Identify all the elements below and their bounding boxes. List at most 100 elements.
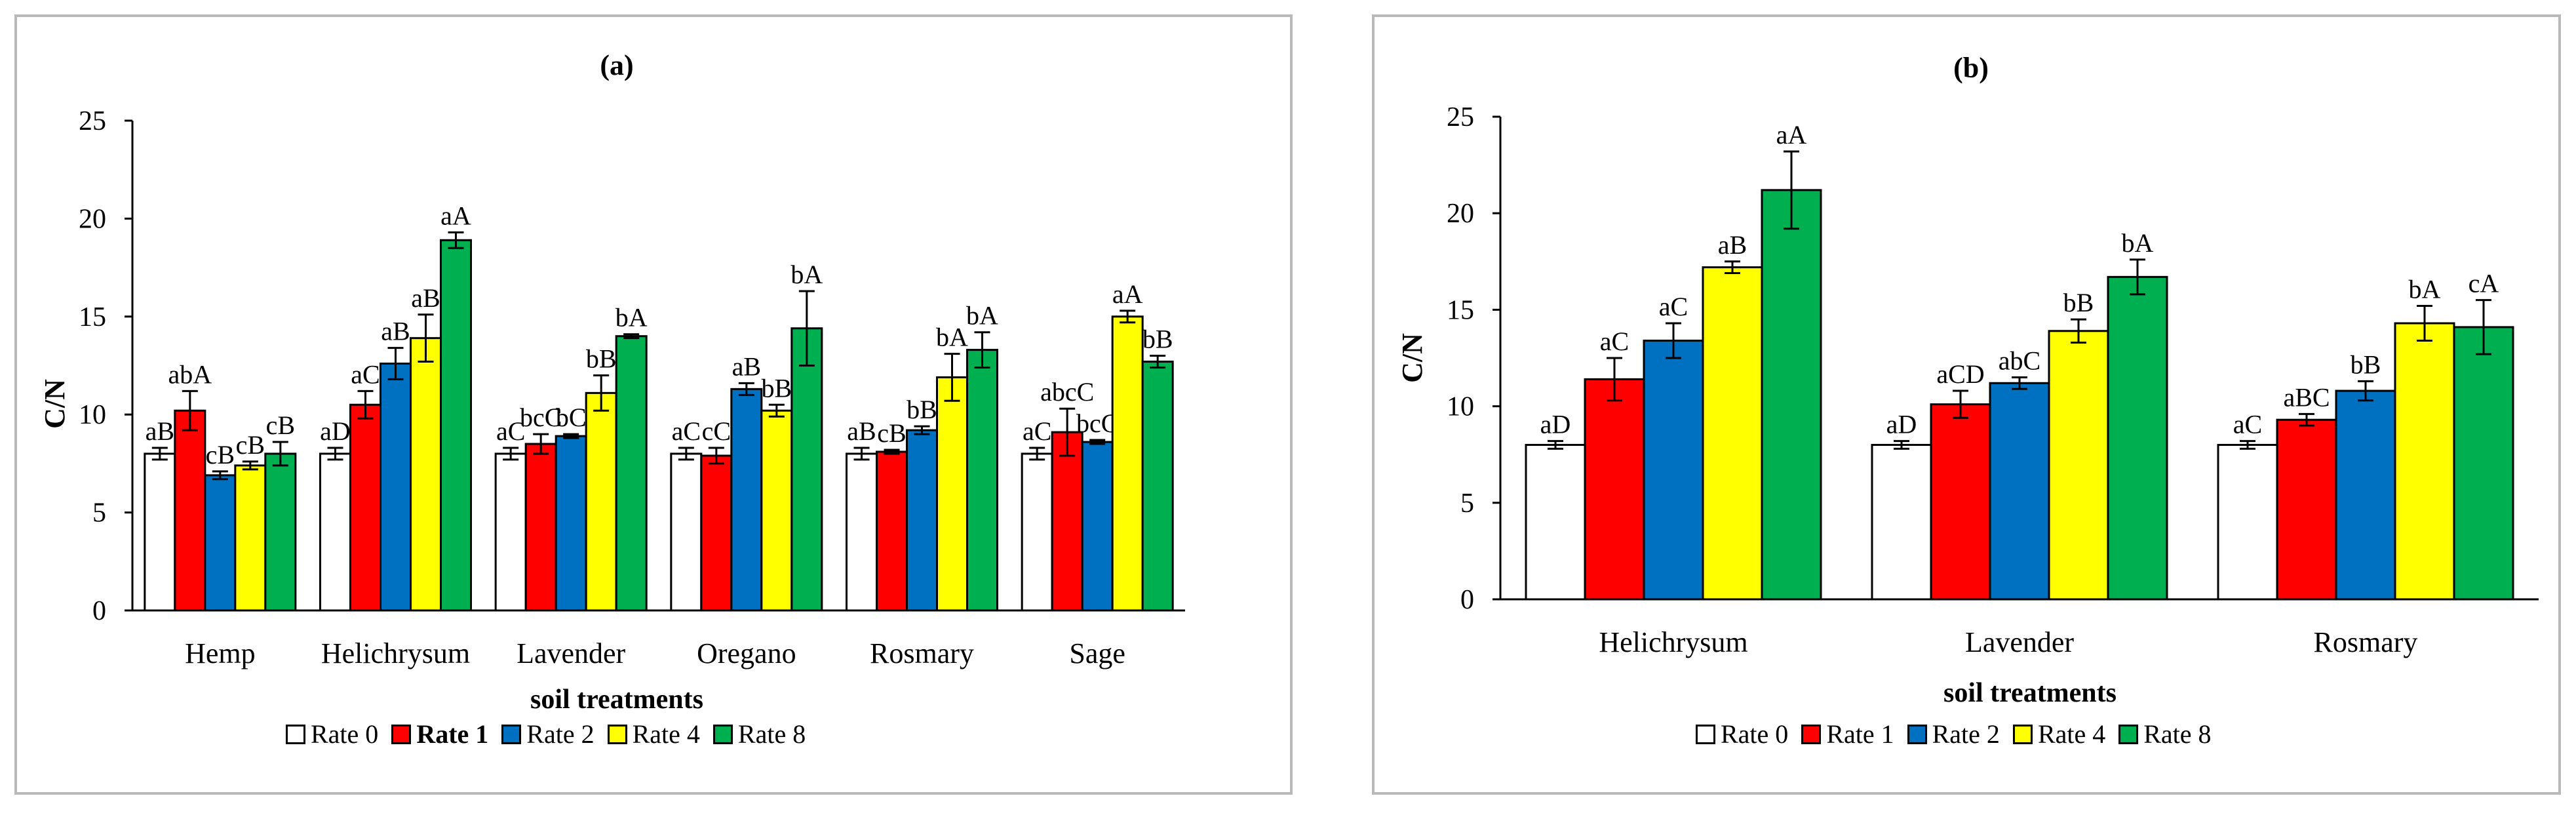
bar-rate-0: [1525, 443, 1586, 601]
chart-b-y-axis-label: C/N: [1396, 333, 1428, 383]
significance-label: bA: [2122, 228, 2154, 258]
bar-rate-2: [555, 435, 587, 612]
significance-label: bB: [2351, 349, 2381, 379]
bar-rate-0: [670, 452, 703, 612]
bar-rate-8: [2107, 275, 2168, 601]
bar-rate-2: [380, 363, 412, 612]
bar-rate-4: [234, 464, 267, 612]
significance-label: aB: [146, 416, 174, 446]
significance-label: cC: [702, 416, 731, 446]
significance-label: aBC: [2283, 382, 2330, 412]
legend-item-rate-4: Rate 4: [607, 719, 700, 749]
bar-rate-8: [1141, 361, 1174, 612]
bar-rate-2: [2335, 389, 2396, 601]
y-tick-label: 20: [1447, 199, 1474, 229]
bar-rate-4: [936, 376, 968, 612]
significance-label: aD: [1886, 410, 1917, 439]
significance-label: abC: [1999, 346, 2040, 375]
bar-rate-8: [790, 327, 823, 612]
significance-label: aC: [351, 359, 380, 389]
x-category-label: Rosmary: [870, 637, 974, 669]
legend-item-rate-2: Rate 2: [1907, 719, 2000, 749]
bar-rate-0: [2217, 443, 2278, 601]
bar-rate-1: [524, 443, 557, 612]
chart-a-y-axis-label: C/N: [39, 379, 71, 429]
bar-rate-8: [2453, 326, 2514, 601]
chart-a-axes: 0 5 10 15 20 25 Hemp Helichrysum Lavender Oregano…: [79, 106, 1185, 669]
significance-label: aB: [1718, 230, 1747, 260]
significance-label: aB: [732, 351, 761, 381]
significance-label: aA: [440, 201, 471, 230]
bar-rate-0: [319, 452, 351, 612]
significance-label: bA: [615, 303, 648, 332]
legend-label: Rate 0: [311, 719, 379, 749]
bar-rate-2: [906, 429, 938, 612]
bar-rate-2: [1643, 340, 1704, 601]
significance-label: bB: [2063, 288, 2094, 317]
bar-rate-2: [1989, 382, 2050, 601]
bar-rate-4: [2394, 322, 2455, 601]
bar-rate-1: [174, 409, 206, 612]
y-tick-label: 0: [92, 596, 106, 626]
bar-rate-8: [440, 239, 472, 612]
significance-label: aB: [381, 317, 410, 346]
significance-label: aC: [2233, 410, 2262, 439]
chart-a-x-axis-label: soil treatments: [530, 685, 703, 715]
significance-label: cA: [2469, 269, 2499, 298]
chart-panel-b: (b) C/N soil treatments 0 5 10 15 20 25 Helich…: [1372, 14, 2561, 795]
significance-label: bC: [556, 403, 587, 432]
legend-swatch: [1801, 724, 1822, 744]
bar-rate-2: [204, 474, 237, 612]
legend-label: Rate 4: [2037, 719, 2106, 749]
legend-swatch: [2118, 724, 2139, 744]
y-tick-label: 25: [79, 106, 106, 136]
significance-label: aC: [672, 416, 701, 446]
x-category-label: Hemp: [185, 637, 256, 669]
significance-label: bA: [790, 260, 823, 289]
significance-label: aB: [847, 416, 876, 446]
bar-rate-4: [585, 391, 617, 612]
significance-label: bB: [1142, 325, 1173, 354]
bar-rate-8: [966, 349, 998, 612]
significance-label: aD: [320, 416, 351, 446]
x-category-label: Sage: [1069, 637, 1125, 669]
bar-rate-1: [1584, 378, 1645, 601]
bar-rate-4: [1702, 266, 1763, 601]
y-tick-label: 5: [92, 498, 106, 528]
legend-item-rate-1: Rate 1: [391, 719, 488, 749]
x-category-label: Helichrysum: [321, 637, 470, 669]
bar-rate-2: [1081, 441, 1114, 612]
significance-label: aA: [1112, 279, 1143, 309]
significance-label: cB: [236, 430, 265, 460]
y-tick-label: 10: [79, 400, 106, 430]
bar-rate-0: [144, 452, 176, 612]
significance-label: bB: [586, 344, 617, 373]
legend-swatch: [391, 724, 412, 744]
bar-rate-8: [615, 335, 648, 612]
y-tick-label: 15: [79, 302, 106, 332]
x-category-label: Rosmary: [2314, 626, 2418, 658]
y-tick-label: 10: [1447, 392, 1474, 422]
significance-label: cB: [206, 440, 235, 469]
bar-rate-0: [846, 452, 878, 612]
bar-rate-4: [1111, 315, 1144, 612]
chart-b-bars: aD aC aC aB aA aD aCD abC bB bA aC aBC bB bA cA: [1525, 120, 2514, 601]
legend-swatch: [2012, 724, 2033, 744]
significance-label: bcC: [520, 403, 562, 432]
legend-item-rate-8: Rate 8: [2118, 719, 2212, 749]
chart-a-svg: (a) C/N soil treatments 0 5 10 15 20 25 Hemp He…: [39, 49, 1185, 715]
legend-label: Rate 8: [737, 719, 806, 749]
legend-swatch: [712, 724, 733, 744]
chart-b-x-axis-label: soil treatments: [1943, 678, 2117, 708]
significance-label: aA: [1776, 120, 1807, 149]
legend-swatch: [501, 724, 522, 744]
legend-item-rate-2: Rate 2: [501, 719, 595, 749]
legend-label: Rate 8: [2143, 719, 2212, 749]
y-tick-label: 25: [1447, 102, 1474, 132]
bar-rate-0: [1871, 443, 1932, 601]
significance-label: abcC: [1040, 377, 1094, 407]
legend-swatch: [1907, 724, 1927, 744]
legend-label: Rate 0: [1721, 719, 1789, 749]
legend-label: Rate 2: [1932, 719, 2000, 749]
legend-item-rate-1: Rate 1: [1801, 719, 1894, 749]
